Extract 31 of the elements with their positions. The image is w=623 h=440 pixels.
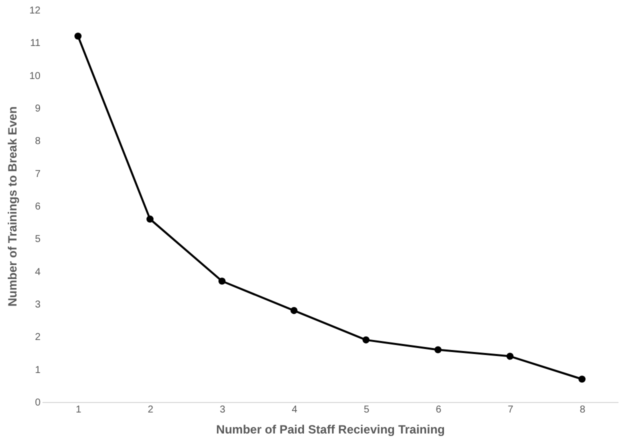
y-tick-label: 2 xyxy=(34,332,41,344)
point xyxy=(434,346,442,354)
x-tick-label: 2 xyxy=(148,404,154,416)
y-tick-label: 12 xyxy=(29,6,41,16)
y-tick-label: 0 xyxy=(34,398,41,408)
y-tick-label: 6 xyxy=(34,202,41,212)
point xyxy=(74,32,82,40)
point xyxy=(578,376,586,383)
point xyxy=(218,278,226,285)
y-tick-label: 1 xyxy=(34,364,41,376)
y-axis-title: Number of Trainings to Break Even xyxy=(5,106,20,307)
x-tick-label: 6 xyxy=(436,404,442,416)
y-tick-label: 8 xyxy=(34,136,41,148)
y-tick-label: 7 xyxy=(34,168,41,180)
x-tick-label: 4 xyxy=(292,404,298,416)
x-tick-label: 1 xyxy=(76,404,82,416)
x-axis-title: Number of Paid Staff Recieving Training xyxy=(216,422,445,436)
point xyxy=(362,336,370,344)
y-tick-label: 10 xyxy=(29,70,41,82)
y-tick-label: 4 xyxy=(34,266,41,278)
point xyxy=(506,352,514,360)
y-tick-label: 11 xyxy=(30,38,41,50)
x-tick-label: 5 xyxy=(364,404,370,416)
x-tick-label: 8 xyxy=(580,404,586,416)
x-tick-label: 7 xyxy=(508,404,514,416)
point xyxy=(146,216,154,223)
point xyxy=(290,307,298,314)
y-tick-label: 5 xyxy=(34,234,41,246)
y-tick-label: 3 xyxy=(34,300,41,310)
x-tick-label: 3 xyxy=(220,404,226,416)
y-tick-label: 9 xyxy=(34,104,41,114)
